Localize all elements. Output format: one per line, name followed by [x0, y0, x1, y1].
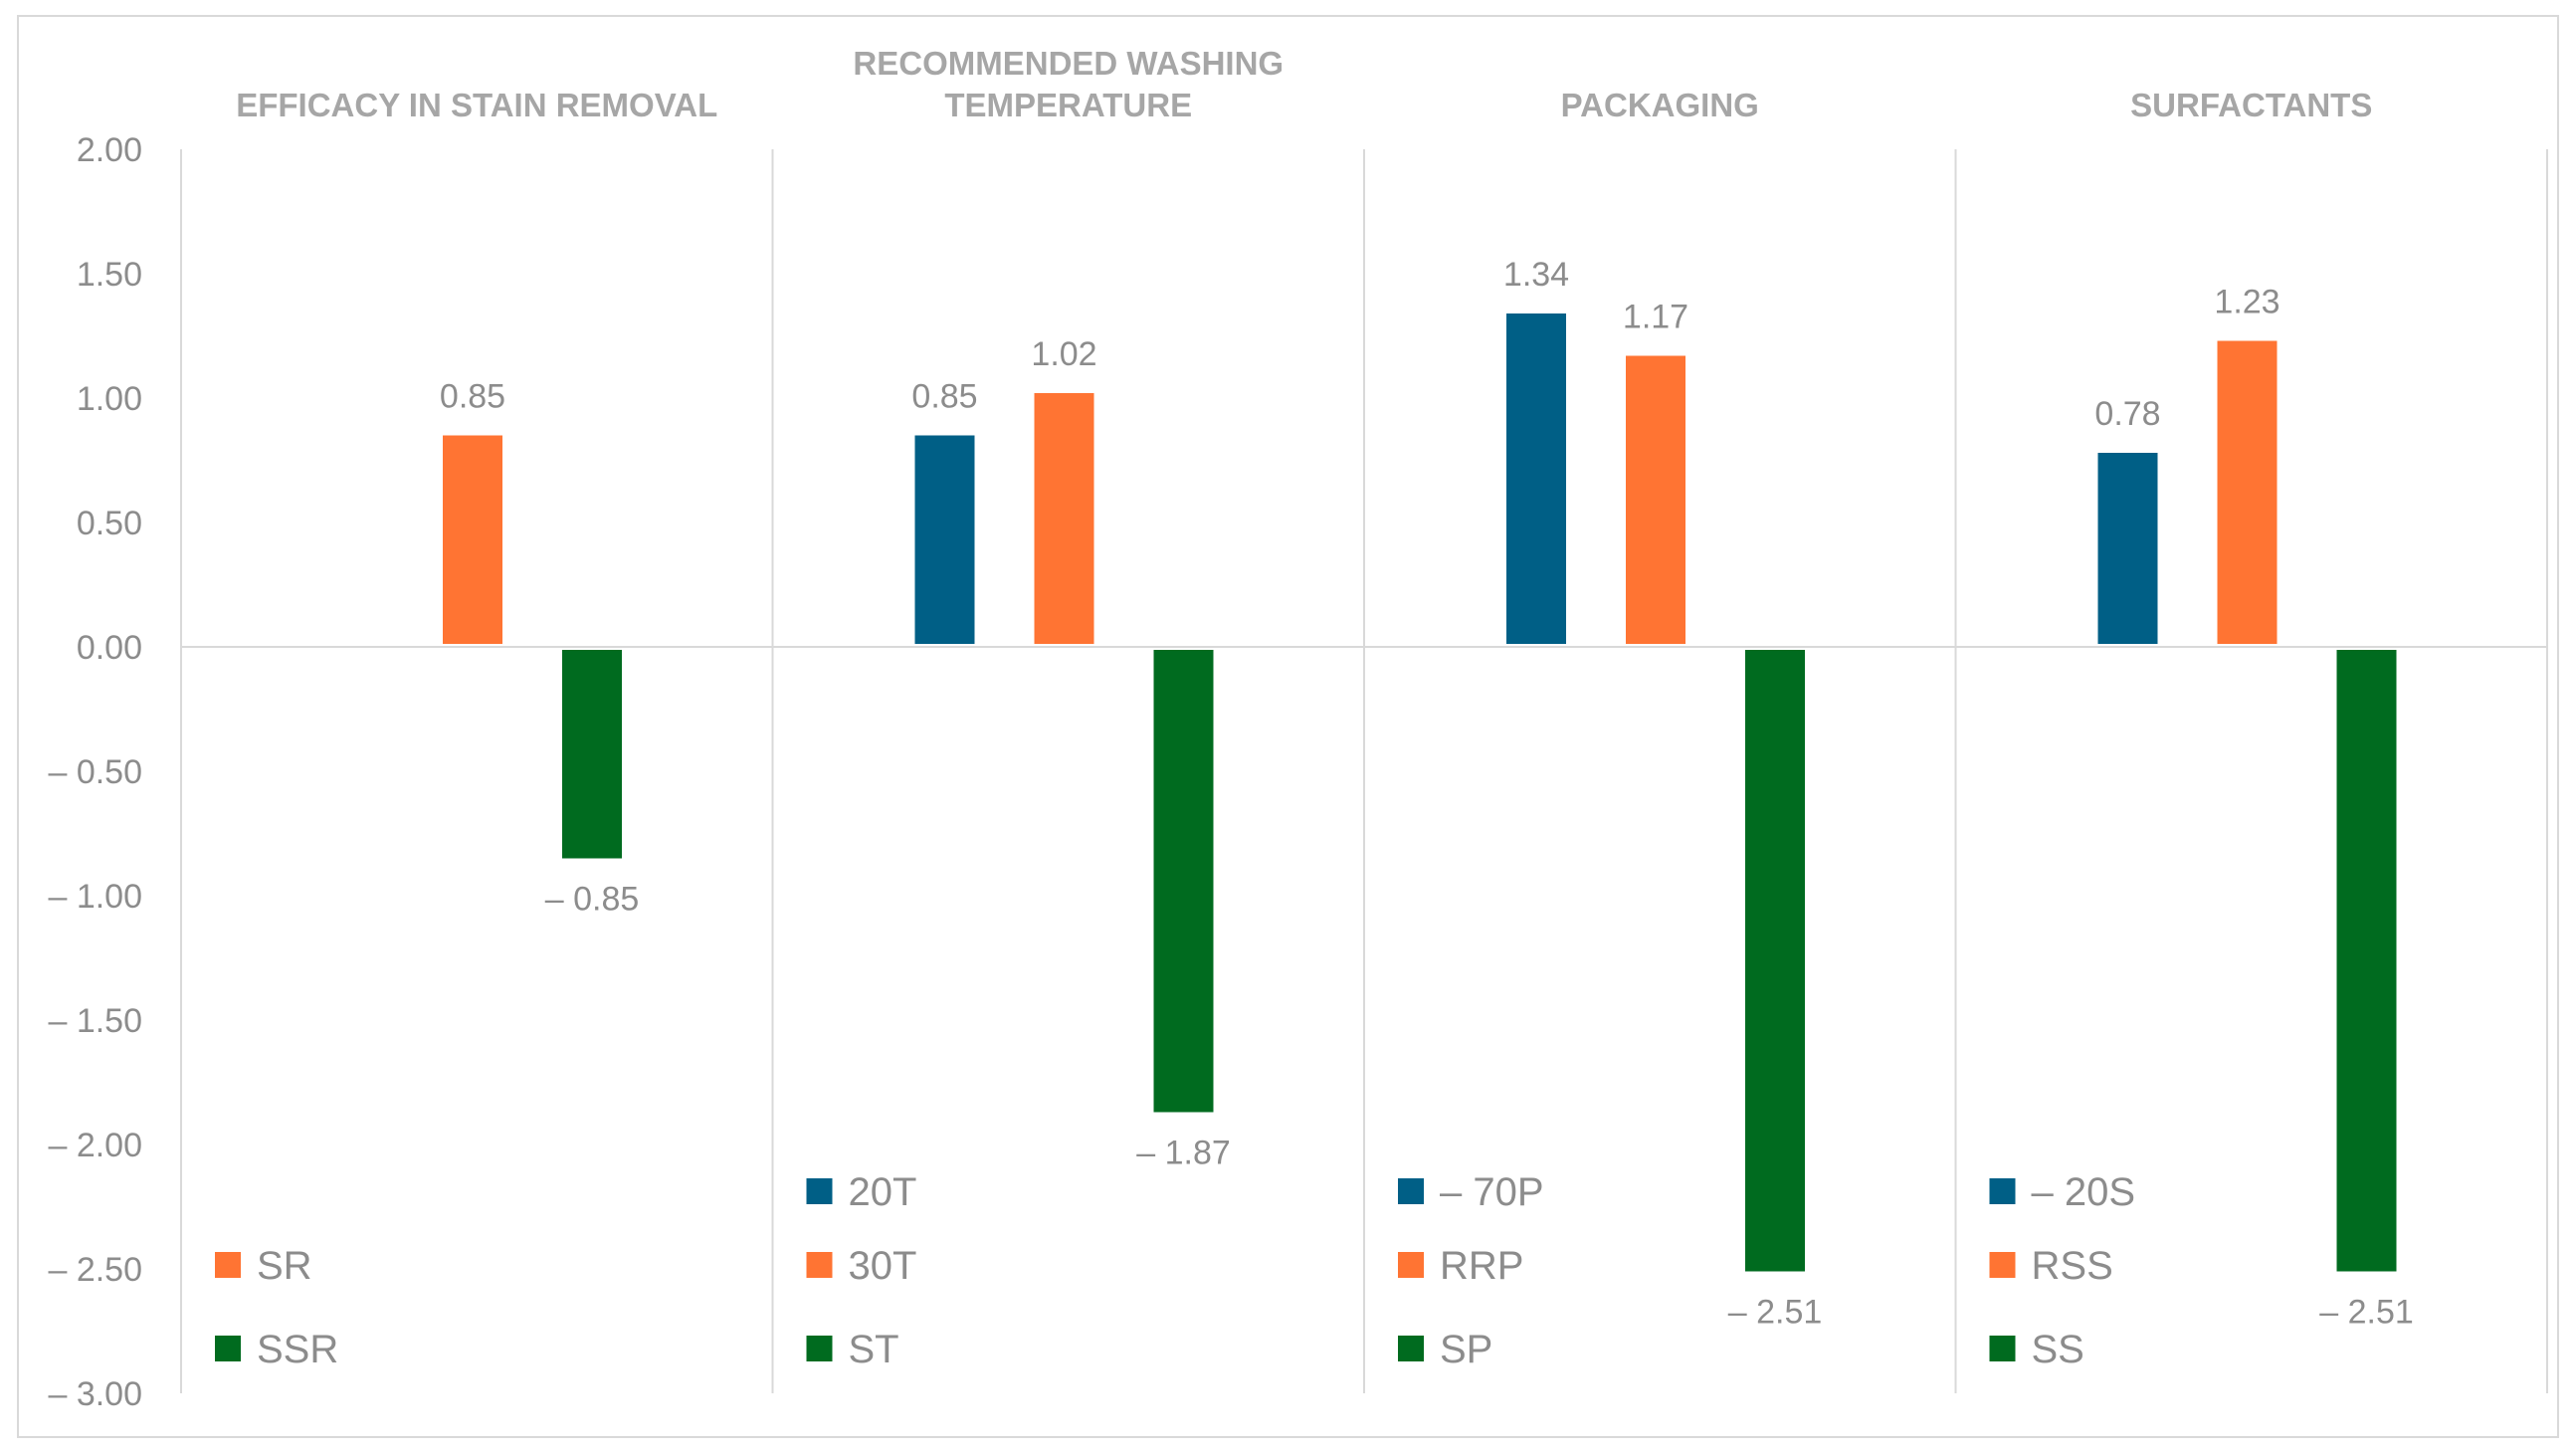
y-tick-label: 0.00: [77, 629, 142, 667]
y-tick-label: 1.50: [77, 256, 142, 294]
y-tick-label: – 2.50: [48, 1251, 142, 1289]
legend-swatch: [806, 1252, 833, 1278]
bars: [443, 313, 2397, 1272]
y-tick-label: – 1.50: [48, 1002, 142, 1040]
panel-title: SURFACTANTS: [2130, 87, 2372, 123]
legend-swatch: [1989, 1252, 2016, 1278]
panel-title: PACKAGING: [1561, 87, 1759, 123]
legend-label: ST: [849, 1328, 899, 1371]
panel-title: RECOMMENDED WASHING: [853, 45, 1284, 82]
data-labels: 0.85 – 0.85 0.85 1.02 – 1.87 1.34 1.17 – 2.51 0.…: [440, 256, 2414, 1332]
bar-20t: [914, 435, 975, 644]
legend-label: RRP: [1440, 1244, 1523, 1288]
bar-rrp: [1626, 355, 1685, 644]
y-tick-label: – 2.00: [48, 1127, 142, 1164]
data-label: 0.85: [911, 378, 977, 416]
legend-swatch: [1398, 1178, 1424, 1204]
data-label: 1.17: [1623, 299, 1688, 336]
panel-title: TEMPERATURE: [944, 87, 1192, 123]
y-tick-label: 0.50: [77, 505, 142, 542]
legend-label: – 70P: [1440, 1170, 1544, 1214]
data-label: – 2.51: [1728, 1294, 1823, 1332]
legend-swatch: [1398, 1336, 1424, 1361]
bar-30t: [1034, 393, 1094, 644]
legend-label: 30T: [849, 1244, 917, 1288]
legend-swatch: [1398, 1252, 1424, 1278]
legend-label: 20T: [849, 1170, 917, 1214]
y-tick-label: – 3.00: [48, 1375, 142, 1413]
y-tick-label: 1.00: [77, 380, 142, 418]
bar-rss: [2217, 340, 2278, 644]
legend-label: – 20S: [2032, 1170, 2136, 1214]
data-label: – 1.87: [1136, 1135, 1231, 1172]
data-label: 1.34: [1503, 256, 1569, 294]
data-label: 0.78: [2094, 395, 2160, 433]
y-axis: 2.00 1.50 1.00 0.50 0.00 – 0.50 – 1.00 – 1.50 – …: [48, 131, 2547, 1413]
legend-swatch: [215, 1336, 241, 1361]
legends: SR SSR 20T 30T ST – 70P RRP SP – 20S RSS SS: [215, 1170, 2135, 1371]
panel-titles: EFFICACY IN STAIN REMOVAL RECOMMENDED WAS…: [236, 45, 2372, 123]
data-label: 1.02: [1031, 335, 1096, 373]
y-tick-label: – 1.00: [48, 878, 142, 916]
legend-swatch: [1989, 1336, 2016, 1361]
legend-label: SS: [2032, 1328, 2084, 1371]
y-tick-label: – 0.50: [48, 753, 142, 791]
bar-70p: [1506, 313, 1566, 644]
bar-sr: [443, 435, 502, 644]
data-label: 0.85: [440, 378, 505, 416]
legend-label: RSS: [2032, 1244, 2113, 1288]
legend-label: SR: [257, 1244, 312, 1288]
panel-separators: [180, 149, 2548, 1393]
legend-label: SSR: [257, 1328, 338, 1371]
bar-st: [1153, 650, 1214, 1113]
legend-swatch: [806, 1336, 833, 1361]
panel-title: EFFICACY IN STAIN REMOVAL: [236, 87, 717, 123]
legend-swatch: [1989, 1178, 2016, 1204]
chart-border: [17, 15, 2559, 1438]
legend-label: SP: [1440, 1328, 1492, 1371]
bar-sp: [1745, 650, 1805, 1272]
data-label: – 0.85: [545, 881, 640, 919]
legend-swatch: [806, 1178, 833, 1204]
bar-ssr: [562, 650, 622, 859]
legend-swatch: [215, 1252, 241, 1278]
bar-ss: [2336, 650, 2397, 1272]
data-label: 1.23: [2214, 284, 2279, 321]
data-label: – 2.51: [2319, 1294, 2414, 1332]
y-tick-label: 2.00: [77, 131, 142, 169]
bar-20s: [2097, 453, 2158, 644]
